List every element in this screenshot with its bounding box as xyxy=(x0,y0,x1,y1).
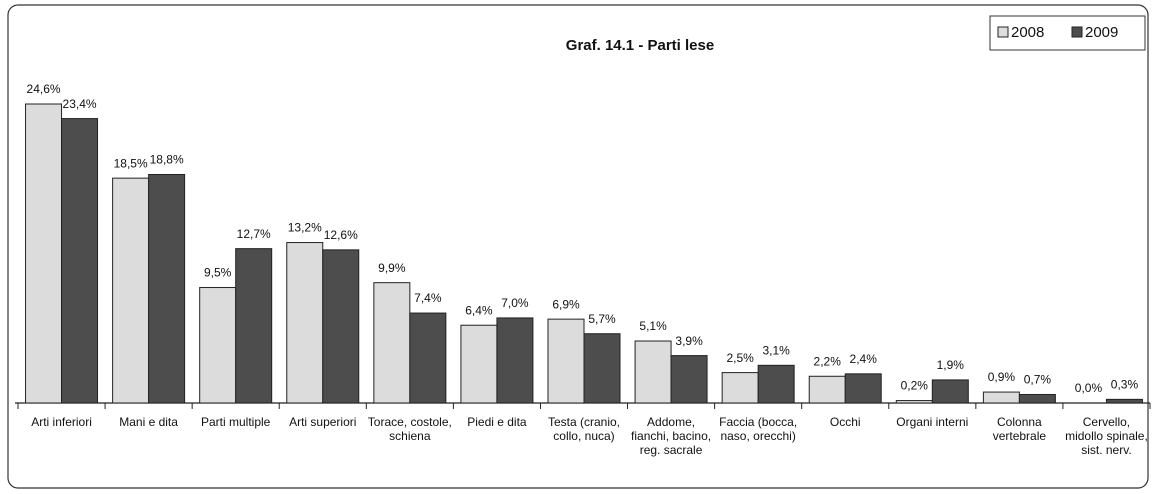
bar xyxy=(235,248,273,404)
value-label: 1,9% xyxy=(937,358,965,372)
bar xyxy=(931,379,969,404)
legend-swatch xyxy=(997,26,1009,38)
value-label: 24,6% xyxy=(27,82,61,96)
bar xyxy=(1105,398,1143,404)
bar xyxy=(808,375,846,404)
x-tick-label: Faccia (bocca, naso, orecchi) xyxy=(719,415,798,443)
x-tick-label: Testa (cranio, collo, nuca) xyxy=(547,415,620,443)
bar xyxy=(148,173,186,404)
x-tick-label: Arti inferiori xyxy=(31,415,92,429)
value-label: 18,5% xyxy=(114,156,148,170)
value-label: 6,9% xyxy=(552,297,580,311)
value-label: 3,1% xyxy=(762,343,790,357)
value-label: 0,9% xyxy=(988,370,1016,384)
bar xyxy=(496,317,534,404)
x-tick-label: Piedi e dita xyxy=(467,415,527,429)
value-label: 2,2% xyxy=(814,354,842,368)
value-label: 18,8% xyxy=(150,153,184,167)
bar xyxy=(670,355,708,404)
value-label: 9,5% xyxy=(204,266,232,280)
value-label: 7,4% xyxy=(414,291,442,305)
value-label: 0,7% xyxy=(1024,373,1052,387)
x-tick-label: Addome, fianchi, bacino, reg. sacrale xyxy=(631,415,712,457)
bar xyxy=(895,400,933,404)
bar xyxy=(286,242,324,404)
x-tick-label: Colonna vertebrale xyxy=(992,415,1047,443)
legend-swatch xyxy=(1071,26,1083,38)
value-label: 23,4% xyxy=(63,97,97,111)
value-label: 12,7% xyxy=(237,227,271,241)
bar xyxy=(547,318,585,404)
bar xyxy=(25,103,63,404)
x-tick-label: Cervello, midollo spinale, sist. nerv. xyxy=(1065,415,1148,457)
x-tick-label: Parti multiple xyxy=(200,415,271,429)
value-label: 2,5% xyxy=(726,351,754,365)
bar xyxy=(322,249,360,404)
value-label: 0,2% xyxy=(901,379,929,393)
bar xyxy=(61,118,99,404)
x-tick-label: Organi interni xyxy=(896,415,969,429)
bar xyxy=(373,282,411,404)
value-label: 0,3% xyxy=(1111,378,1139,392)
x-tick-label: Occhi xyxy=(829,415,861,429)
bar xyxy=(982,391,1020,404)
x-tick-label: Mani e dita xyxy=(119,415,178,429)
value-label: 5,1% xyxy=(639,319,667,333)
value-label: 9,9% xyxy=(378,261,406,275)
bar xyxy=(583,333,621,404)
x-tick-label: Arti superiori xyxy=(289,415,357,429)
value-label: 7,0% xyxy=(501,296,529,310)
bar xyxy=(409,312,447,404)
bar xyxy=(460,324,498,404)
bar xyxy=(199,287,237,404)
bar xyxy=(634,340,672,404)
chart-title: Graf. 14.1 - Parti lese xyxy=(566,37,714,54)
value-label: 2,4% xyxy=(850,352,878,366)
bar xyxy=(112,177,150,404)
value-label: 0,0% xyxy=(1075,381,1103,395)
value-label: 6,4% xyxy=(465,303,493,317)
x-tick-label: Torace, costole, schiena xyxy=(367,415,452,443)
bar xyxy=(1018,393,1056,404)
legend-label: 2009 xyxy=(1085,24,1118,41)
value-label: 13,2% xyxy=(288,221,322,235)
value-label: 5,7% xyxy=(588,312,616,326)
bar xyxy=(721,372,759,404)
value-label: 12,6% xyxy=(324,228,358,242)
frame xyxy=(7,4,1149,489)
legend-box xyxy=(989,15,1146,51)
legend-label: 2008 xyxy=(1011,24,1044,41)
bar xyxy=(844,373,882,404)
bar xyxy=(757,364,795,404)
value-label: 3,9% xyxy=(675,334,703,348)
